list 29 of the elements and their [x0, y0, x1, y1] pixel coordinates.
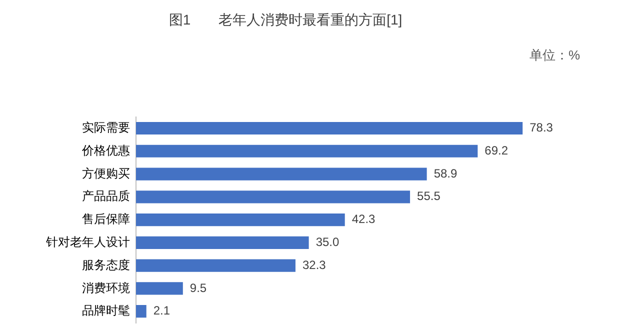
bar [136, 122, 523, 135]
y-tick-label: 消费环境 [82, 280, 130, 295]
y-tick-label: 服务态度 [82, 258, 130, 272]
data-label: 35.0 [316, 235, 340, 249]
data-label: 32.3 [302, 258, 326, 272]
y-tick-label: 品牌时髦 [82, 304, 130, 318]
text: 单位：% [529, 48, 580, 63]
bar [136, 168, 427, 180]
data-label: 42.3 [352, 212, 376, 226]
y-tick-label: 产品品质 [82, 189, 130, 204]
bar [136, 144, 478, 158]
y-tick-label: 实际需要 [82, 120, 130, 135]
data-label: 2.1 [153, 304, 170, 318]
bar [136, 190, 410, 204]
data-label: 9.5 [190, 280, 207, 295]
data-label: 58.9 [434, 166, 458, 180]
bar [136, 282, 183, 295]
bar [136, 305, 146, 318]
y-tick-label: 针对老年人设计 [45, 235, 130, 249]
data-label: 55.5 [417, 189, 441, 204]
y-tick-label: 售后保障 [82, 212, 130, 226]
data-label: 69.2 [484, 143, 508, 158]
bar [136, 236, 309, 249]
bar [136, 259, 296, 272]
bar [136, 214, 345, 226]
y-tick-label: 方便购买 [82, 166, 130, 180]
y-tick-label: 价格优惠 [81, 143, 130, 158]
data-label: 78.3 [530, 120, 554, 135]
chart-title: 图1 老年人消费时最看重的方面[1] [168, 11, 402, 28]
